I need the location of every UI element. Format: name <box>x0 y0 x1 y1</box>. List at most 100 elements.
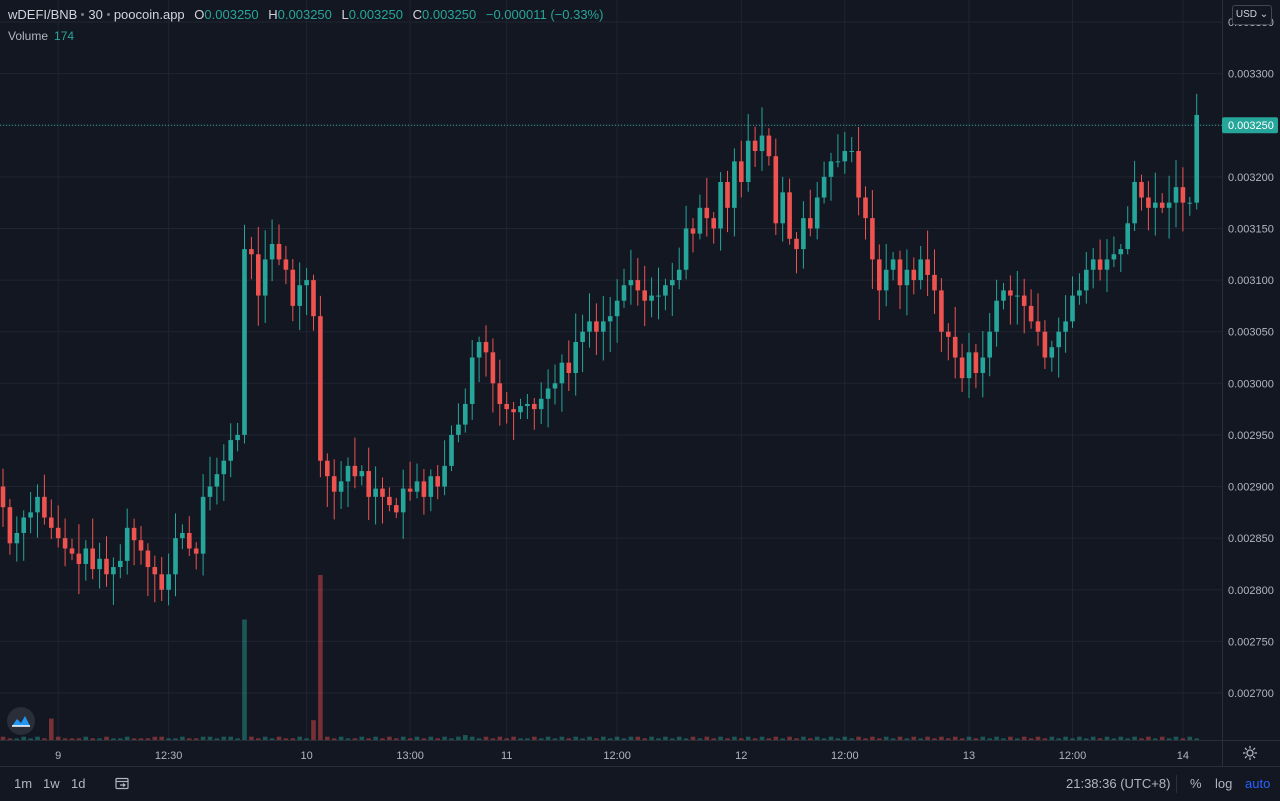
candle-body <box>483 342 489 353</box>
candle-body <box>973 352 979 373</box>
currency-select[interactable]: USD ⌄ <box>1232 5 1272 25</box>
timeframe-1w-button[interactable]: 1w <box>43 776 60 791</box>
candle-body <box>932 274 937 291</box>
time-axis[interactable]: 9 12:30 10 13:00 11 12:00 12 12:00 13 12:00 14 <box>55 750 1189 762</box>
candle <box>766 128 772 166</box>
candle-body <box>683 228 689 270</box>
candle-body <box>587 321 592 332</box>
time-tick-label: 9 <box>55 750 61 762</box>
volume-label[interactable]: Volume <box>8 29 49 43</box>
volume-bar <box>1132 736 1137 740</box>
price-axis[interactable]: 0.0033500.0033000.0032500.0032000.003150… <box>1228 17 1274 700</box>
candle <box>221 444 227 501</box>
volume-bar <box>387 736 392 740</box>
candle-body <box>166 574 171 590</box>
date-range-icon[interactable] <box>114 775 130 796</box>
candle-body <box>124 527 130 561</box>
candle-body <box>325 460 330 477</box>
candle <box>552 364 558 405</box>
volume-bar <box>856 736 861 740</box>
volume-bar <box>966 736 972 740</box>
candle-body <box>621 285 627 301</box>
candle-body <box>704 207 710 219</box>
candle <box>131 518 137 566</box>
candlestick-chart[interactable]: 0.0033500.0033000.0032500.0032000.003150… <box>0 0 1280 766</box>
volume-bar <box>994 736 999 740</box>
candle <box>994 279 999 347</box>
candle <box>366 447 371 521</box>
candle-body <box>711 218 716 229</box>
candle-body <box>318 316 323 461</box>
candle <box>794 232 799 274</box>
candle <box>394 497 399 519</box>
close-key: C <box>412 7 422 22</box>
candle <box>911 257 917 295</box>
candle-body <box>269 243 275 260</box>
tradingview-logo-icon[interactable] <box>7 707 35 735</box>
candle-body <box>918 259 923 281</box>
candle <box>849 136 854 163</box>
percent-scale-toggle[interactable]: % <box>1190 776 1202 791</box>
candle-body <box>449 434 454 466</box>
last-price-label: 0.003250 <box>1228 120 1274 132</box>
candle <box>1015 270 1020 325</box>
volume-bar <box>1090 736 1096 740</box>
candle-body <box>387 496 392 506</box>
volume-bar <box>359 736 365 740</box>
candle-body <box>62 538 68 549</box>
candle <box>214 457 220 505</box>
volume-bar <box>111 738 116 740</box>
timeframe-1m-button[interactable]: 1m <box>14 776 33 791</box>
candle-body <box>828 161 834 177</box>
volume-bar <box>711 738 716 740</box>
source-label: poocoin.app <box>113 7 185 22</box>
log-scale-toggle[interactable]: log <box>1215 776 1233 791</box>
candle <box>145 543 151 597</box>
settings-gear-icon[interactable] <box>1242 745 1258 766</box>
time-tick-label: 14 <box>1177 750 1189 762</box>
candle <box>787 178 792 245</box>
volume-bar <box>297 736 302 740</box>
candle <box>952 306 958 379</box>
volume-bar <box>14 738 20 740</box>
candle <box>352 437 358 489</box>
candle-body <box>752 140 758 152</box>
clock-display[interactable]: 21:38:36 (UTC+8) <box>1066 776 1171 791</box>
candle <box>276 224 282 266</box>
auto-scale-toggle[interactable]: auto <box>1245 776 1271 791</box>
volume-bar <box>932 738 937 740</box>
candle-body <box>607 316 613 322</box>
volume-bar <box>642 738 647 740</box>
volume-bar <box>511 736 516 740</box>
candle-body <box>1097 259 1103 270</box>
candle <box>1070 276 1075 328</box>
candle <box>442 440 447 496</box>
candle-body <box>345 465 351 482</box>
volume-bar <box>118 738 123 740</box>
candle-body <box>856 151 861 198</box>
time-tick-label: 12:30 <box>155 750 183 762</box>
candle-body <box>697 207 703 234</box>
candle <box>49 499 54 540</box>
candle <box>642 265 647 327</box>
candle-body <box>877 259 882 291</box>
volume-bar <box>1104 736 1110 740</box>
candle-body <box>1008 290 1013 296</box>
symbol-name[interactable]: wDEFI/BNB <box>8 7 78 22</box>
candle-body <box>400 488 406 513</box>
low-key: L <box>341 7 349 22</box>
candle-body <box>532 403 537 410</box>
volume-bar <box>276 736 282 740</box>
volume-bar <box>635 736 641 740</box>
candle-body <box>745 140 751 183</box>
candle <box>1084 252 1089 304</box>
volume-bar <box>366 738 371 740</box>
candle <box>435 465 440 500</box>
candle <box>518 398 523 420</box>
timeframe-1d-button[interactable]: 1d <box>71 776 86 791</box>
volume-bar <box>628 736 634 740</box>
volume-bar <box>732 736 737 740</box>
candle <box>297 262 302 331</box>
candle <box>635 258 641 306</box>
candle <box>456 403 461 443</box>
